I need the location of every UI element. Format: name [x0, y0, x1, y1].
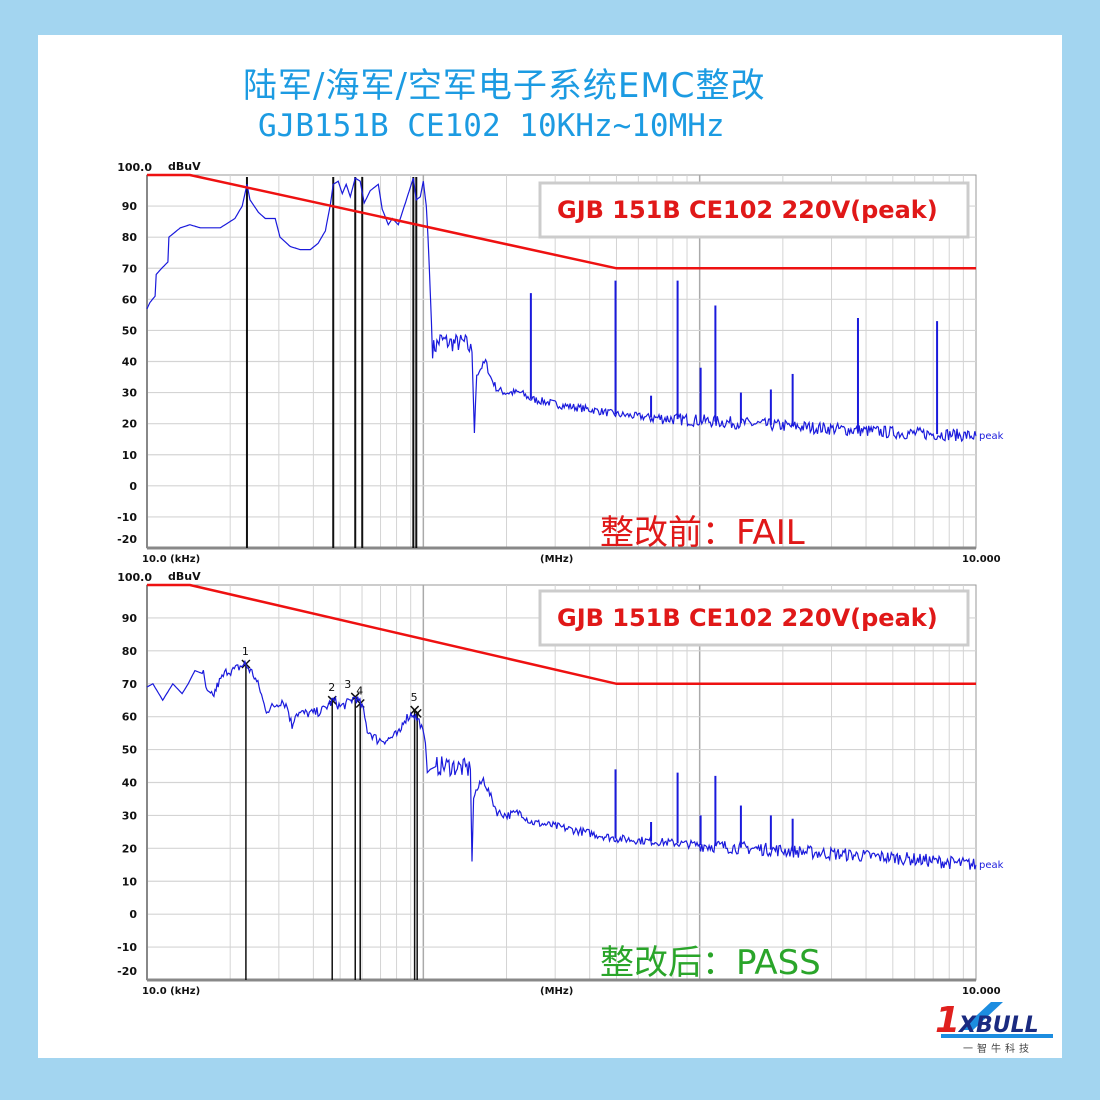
measurement-trace [146, 177, 977, 443]
page-title: 陆军/海军/空军电子系统EMC整改 [243, 66, 766, 106]
svg-text:一智牛科技: 一智牛科技 [963, 1042, 1033, 1055]
y-tick-label: 70 [122, 262, 138, 275]
trace-label: peak [979, 860, 1004, 871]
limit-line [147, 173, 976, 270]
limit-line [147, 583, 976, 686]
y-tick-label: -20 [117, 965, 137, 978]
y-axis-unit: dBuV [168, 160, 201, 173]
measurement-trace [146, 659, 977, 870]
y-tick-label: 10 [122, 449, 138, 462]
y-tick-label: 80 [122, 645, 138, 658]
company-logo: 1 XBULL 一智牛科技 [933, 992, 1058, 1058]
x-tick-label-right: 10.000 [962, 986, 1001, 997]
y-tick-label: -10 [117, 941, 137, 954]
marker-label: 3 [344, 678, 351, 691]
legend-label: GJB 151B CE102 220V(peak) [557, 196, 938, 224]
y-tick-label: 70 [122, 678, 138, 691]
y-tick-label: 0 [129, 908, 137, 921]
y-top-label: 100.0 [117, 161, 152, 174]
y-tick-label: 40 [122, 356, 138, 369]
y-tick-label: 90 [122, 612, 138, 625]
y-tick-label: -10 [117, 511, 137, 524]
marker-label: 1 [242, 645, 249, 658]
y-tick-label: 50 [122, 744, 138, 757]
status-annotation: 整改后：PASS [600, 943, 821, 983]
y-tick-label: 30 [122, 387, 138, 400]
legend-box [538, 181, 970, 239]
status-annotation: 整改前：FAIL [600, 513, 805, 553]
y-tick-label: -20 [117, 533, 137, 546]
x-tick-label-left: 10.0 (kHz) [142, 986, 200, 997]
y-axis-unit: dBuV [168, 570, 201, 583]
marker-label: 5 [411, 691, 418, 704]
x-tick-label-right: 10.000 [962, 554, 1001, 565]
y-tick-label: 80 [122, 231, 138, 244]
page-subtitle: GJB151B CE102 10KHz~10MHz [258, 108, 725, 144]
y-tick-label: 60 [122, 711, 138, 724]
legend-label: GJB 151B CE102 220V(peak) [557, 604, 938, 632]
y-tick-label: 40 [122, 777, 138, 790]
y-tick-label: 90 [122, 200, 138, 213]
y-tick-label: 60 [122, 293, 138, 306]
x-tick-label-mid: (MHz) [540, 986, 573, 997]
y-tick-label: 50 [122, 324, 138, 337]
trace-label: peak [979, 431, 1004, 442]
x-tick-label-left: 10.0 (kHz) [142, 554, 200, 565]
y-tick-label: 0 [129, 480, 137, 493]
y-tick-label: 30 [122, 809, 138, 822]
y-tick-label: 20 [122, 418, 138, 431]
y-top-label: 100.0 [117, 571, 152, 584]
x-tick-label-mid: (MHz) [540, 554, 573, 565]
legend-box [538, 589, 970, 647]
svg-text:XBULL: XBULL [957, 1013, 1039, 1038]
y-tick-label: 20 [122, 842, 138, 855]
marker-label: 2 [328, 681, 335, 694]
y-tick-label: 10 [122, 875, 138, 888]
marker-label: 4 [356, 685, 363, 698]
